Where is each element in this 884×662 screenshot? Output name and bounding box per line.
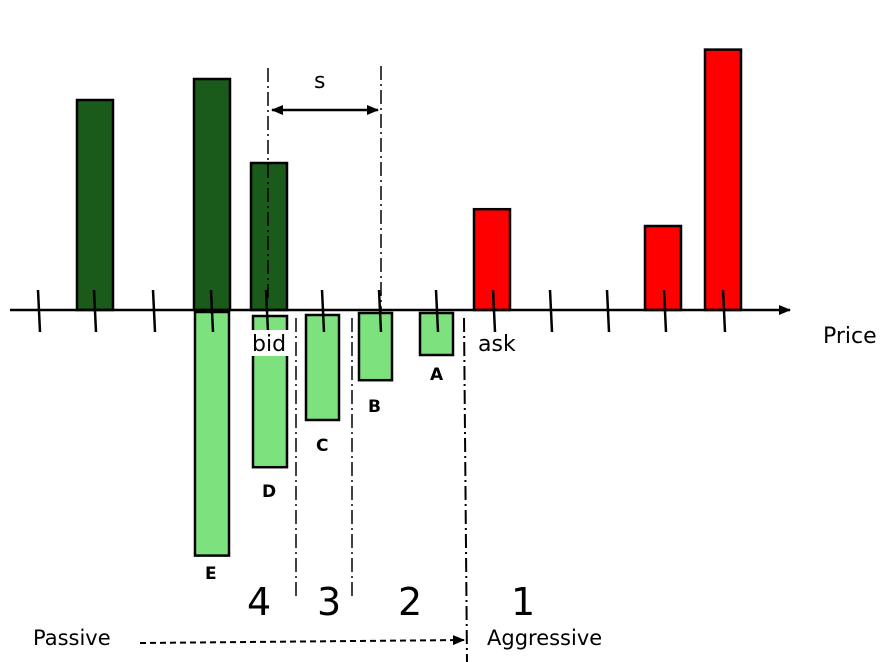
- bid-depth-bar: [192, 77, 232, 312]
- order-bar-e: [193, 310, 231, 557]
- zone-label-3: 3: [317, 580, 341, 624]
- spread-label: s: [314, 69, 325, 94]
- ask-depth-bar: [643, 224, 683, 312]
- bid-depth-bar: [249, 161, 289, 312]
- zone-label-1: 1: [511, 580, 535, 624]
- ask-label: ask: [478, 332, 516, 357]
- order-bars: [193, 310, 455, 557]
- passive-label: Passive: [33, 626, 111, 650]
- aggressive-label: Aggressive: [487, 626, 602, 650]
- axis-ticks: [36, 289, 727, 333]
- order-label-e: E: [205, 564, 217, 584]
- bid-label-background: [249, 330, 291, 356]
- passive-aggressive-arrow: [139, 635, 465, 646]
- order-label-b: B: [368, 397, 381, 417]
- zone-label-2: 2: [398, 580, 422, 624]
- order-label-a: A: [430, 365, 444, 385]
- bid-label: bid: [252, 332, 286, 357]
- order-bar-c: [304, 313, 341, 422]
- order-label-c: C: [316, 436, 328, 456]
- bid-depth-bar: [75, 98, 115, 312]
- ask-depth-bar: [703, 48, 743, 312]
- axis-label: Price: [823, 324, 877, 349]
- order-label-d: D: [262, 482, 276, 502]
- zone-label-4: 4: [247, 580, 271, 624]
- zone-divider-2-1: [463, 317, 468, 662]
- book-bars: [75, 48, 743, 312]
- order-bar-b: [357, 311, 394, 382]
